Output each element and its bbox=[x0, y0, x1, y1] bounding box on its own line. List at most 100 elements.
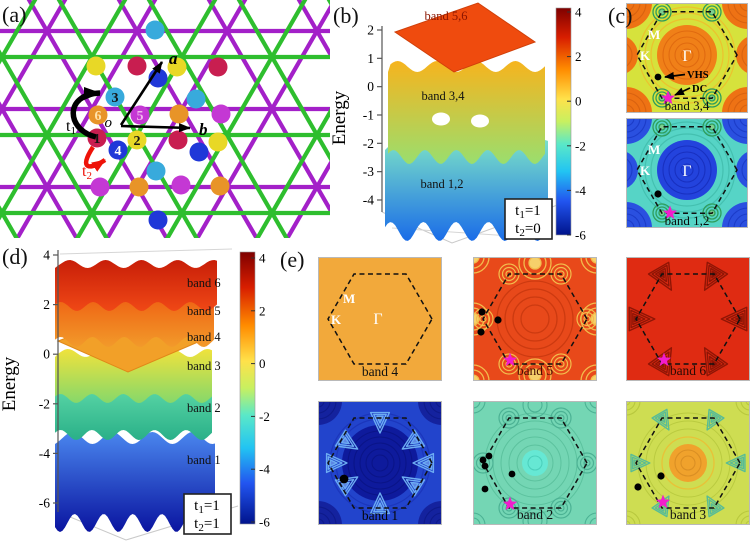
contour-ring bbox=[518, 358, 552, 381]
vhs-label: VHS bbox=[687, 70, 709, 81]
contour-blob bbox=[657, 140, 717, 200]
contour-ring bbox=[553, 266, 569, 282]
contour-ring bbox=[520, 304, 550, 334]
lattice-site-dot-6 bbox=[129, 177, 149, 197]
contour-ring bbox=[473, 307, 485, 331]
contour-triangle bbox=[373, 497, 387, 513]
lattice-purple-lines bbox=[0, 0, 330, 238]
site-number-6: 6 bbox=[95, 109, 102, 124]
black-dot-marker bbox=[339, 474, 349, 484]
lattice-site-dot-6 bbox=[210, 176, 230, 196]
lattice-site-dot-5 bbox=[211, 104, 231, 124]
contour-ring bbox=[579, 455, 595, 471]
plot-title: band 3,4 bbox=[665, 98, 710, 113]
lattice-site-dot-2 bbox=[86, 56, 106, 76]
colorbar bbox=[239, 251, 256, 525]
contour-triangle bbox=[341, 436, 350, 445]
contour-triangle bbox=[630, 453, 651, 473]
band-label: band 5 bbox=[187, 304, 221, 318]
colorbar-tick: -2 bbox=[575, 138, 586, 153]
contour-ring bbox=[590, 374, 597, 381]
origin-label: o bbox=[105, 115, 113, 131]
contour-ring bbox=[475, 455, 491, 471]
colorbar-tick: 0 bbox=[259, 356, 266, 371]
contour-triangle bbox=[325, 452, 348, 474]
magenta-star-marker bbox=[656, 352, 672, 367]
surface-band-6 bbox=[55, 260, 217, 311]
site-number-4: 4 bbox=[115, 144, 122, 159]
contour-blob bbox=[318, 501, 342, 525]
contour-blob bbox=[657, 25, 717, 85]
panel-e-contour-band6: band 6 bbox=[626, 257, 750, 381]
contour-triangle bbox=[422, 459, 431, 467]
magenta-star-marker bbox=[502, 352, 518, 367]
magenta-star-marker bbox=[502, 496, 518, 511]
contour-triangle bbox=[708, 499, 722, 515]
contour-triangle bbox=[632, 312, 646, 326]
panel-e-contour-band5: band 5 bbox=[473, 257, 597, 381]
surface-flat-band-5-6 bbox=[393, 2, 537, 73]
colorbar-tick: 2 bbox=[259, 303, 266, 318]
dc-arrow bbox=[674, 87, 691, 96]
contour-ring bbox=[652, 118, 672, 137]
contour-ring bbox=[498, 497, 520, 519]
contour-ring bbox=[528, 368, 542, 381]
bz-label-M: M bbox=[648, 142, 660, 157]
contour-triangle bbox=[334, 429, 359, 450]
contour-ring bbox=[653, 428, 723, 498]
magenta-star-marker bbox=[660, 90, 676, 105]
vector-a-label: a bbox=[169, 49, 178, 68]
y-tick: -6 bbox=[39, 496, 50, 511]
contour-ring bbox=[576, 308, 597, 330]
contour-ring bbox=[585, 307, 597, 331]
black-dot-marker bbox=[479, 456, 487, 464]
contour-ring bbox=[705, 206, 719, 220]
contour-triangle bbox=[630, 309, 651, 329]
black-dot-marker bbox=[634, 483, 642, 491]
black-dot-marker bbox=[654, 190, 662, 198]
contour-blob bbox=[418, 401, 442, 425]
colorbar-tick: 0 bbox=[575, 94, 582, 109]
contour-ring bbox=[638, 121, 736, 219]
bz-label-K: K bbox=[331, 312, 342, 327]
black-dot-marker bbox=[508, 470, 516, 478]
contour-ring bbox=[553, 500, 569, 516]
y-tick: -4 bbox=[363, 192, 374, 207]
contour-triangle bbox=[401, 476, 426, 497]
y-tick: -2 bbox=[39, 396, 50, 411]
contour-ring bbox=[644, 127, 730, 213]
lattice-site-dot-5 bbox=[130, 105, 150, 125]
panel-label-a: (a) bbox=[2, 2, 27, 27]
bz-hexagon bbox=[635, 417, 741, 509]
panel-b-3d-bands: band 5,6 band 3,4 band 1,2 2 1 0 -1 -2 -3 -4 Energ… bbox=[329, 2, 586, 244]
lattice-site-dot-4 bbox=[148, 210, 168, 230]
contour-triangle bbox=[410, 436, 419, 445]
panel-a-lattice: 1 2 3 4 5 6 a b o t1 t2 bbox=[0, 0, 330, 238]
contour-ring bbox=[505, 270, 513, 278]
contour-blob bbox=[318, 401, 342, 425]
contour-ring bbox=[705, 91, 719, 105]
y-tick: 1 bbox=[367, 51, 374, 66]
panel-e-contour-band1: band 1 bbox=[318, 401, 442, 525]
colorbar-tick: 2 bbox=[575, 49, 582, 64]
hopping-t1-label: t1 bbox=[66, 118, 76, 137]
band-label: band 2 bbox=[187, 401, 221, 415]
colorbar-tick: -4 bbox=[575, 183, 586, 198]
contour-triangle bbox=[329, 459, 338, 467]
surface-gap bbox=[432, 112, 450, 126]
site-number-1: 1 bbox=[94, 132, 101, 147]
bz-label-Gamma: Γ bbox=[373, 311, 382, 328]
y-tick: -4 bbox=[39, 446, 50, 461]
contour-background bbox=[318, 257, 442, 381]
panel-label-c: (c) bbox=[608, 3, 633, 28]
contour-ring bbox=[528, 257, 542, 270]
y-tick: 0 bbox=[367, 79, 374, 94]
black-dot-marker bbox=[654, 73, 662, 81]
contour-triangle bbox=[412, 452, 435, 474]
colorbar-tick: -2 bbox=[259, 409, 270, 424]
y-tick: 0 bbox=[43, 347, 50, 362]
colorbar-tick: 4 bbox=[259, 251, 266, 266]
contour-ring bbox=[522, 401, 548, 418]
contour-background bbox=[626, 257, 750, 381]
